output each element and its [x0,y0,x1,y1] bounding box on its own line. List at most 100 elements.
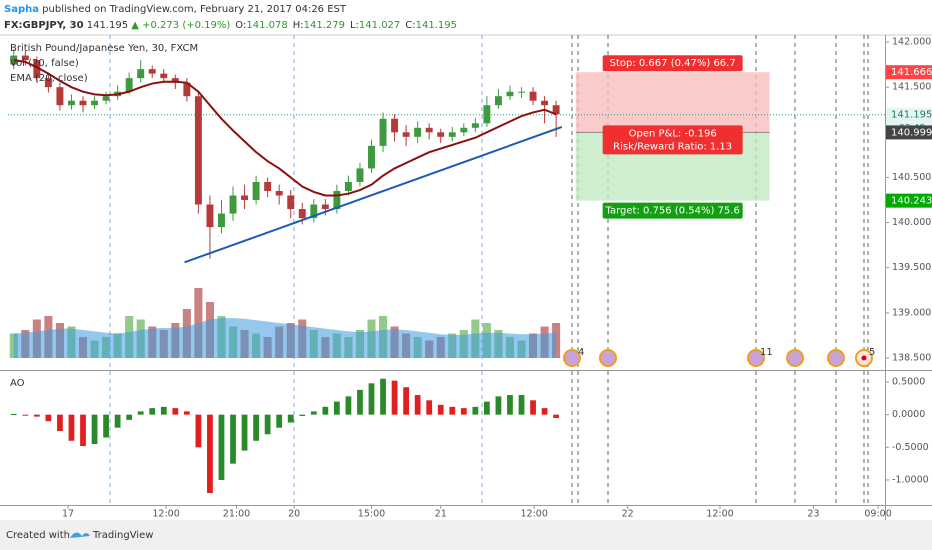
y-tick-label: 139.500 [892,262,931,273]
event-count: 4 [578,347,584,358]
ao-bar [45,414,52,422]
y-tick-label: 139.000 [892,307,931,318]
ao-bar [80,414,86,447]
ao-bar [230,414,236,464]
candle-body [137,69,145,79]
candle-body [183,82,191,97]
entry-price-bg [886,125,932,140]
y-tick-label: 140.000 [892,217,931,228]
candle-body [356,168,364,182]
candle-body [33,60,41,79]
footer-created: Created with [6,530,70,541]
candle-body [518,91,525,93]
ao-bar [33,414,40,417]
x-tick-label: 12:00 [521,509,548,520]
ao-bar [126,414,133,420]
candle-body [425,127,433,133]
ao-bar [68,414,75,441]
ao-bar [287,414,294,423]
author: Sapha [4,4,39,15]
candle-body [241,195,249,201]
event-icon [827,349,845,367]
y-tick-label: 141.500 [892,82,931,93]
y-tick-label: 140.500 [892,172,931,183]
candle-body [529,91,537,101]
ohlc-value: 141.078 [246,20,287,31]
y-tick-label: 142.000 [892,37,931,48]
stop-label-box [602,55,743,72]
logo [70,532,90,538]
ao-bar [380,378,386,415]
published: published on TradingView.com, February 2… [42,4,347,15]
candle-body [368,145,375,169]
candle-body [275,190,283,196]
event-icon [563,349,581,367]
ao-bar [553,414,560,418]
ao-bar [391,380,398,415]
ao-bar [426,400,433,415]
candle-body [56,87,64,106]
last-price-bg [886,107,932,122]
x-tick-label: 21 [435,509,447,520]
candle-body [402,132,410,137]
pnl-label: Risk/Reward Ratio: 1.13 [613,141,732,152]
ohlc-label: L: [350,20,359,31]
ao-bar [103,414,109,438]
ao-bar [414,395,421,415]
symbol: FX:GBPJPY, 30 [4,20,84,31]
ao-bar [518,395,525,415]
ao-bar [114,414,121,428]
x-tick-label: 12:00 [706,509,733,520]
ao-bar [57,414,63,431]
ao-bar [253,414,259,441]
candle-body [414,127,422,137]
candle-body [229,195,237,214]
ao-bar [449,406,456,415]
candle-body [102,96,110,101]
ao-bar [91,414,98,445]
ao-bar [507,395,513,415]
ao-bar [322,406,329,415]
candle-body [448,132,456,137]
ohlc-label: O: [235,20,246,31]
stop-label: Stop: 0.667 (0.47%) 66.7 [610,58,736,69]
x-tick-label: 15:00 [358,509,385,520]
ohlc-label: C: [405,20,415,31]
target-price: 140.243 [891,196,932,207]
last-price: 141.195 [891,110,932,121]
quote-line: FX:GBPJPY, 30 141.195 ▲ +0.273 (+0.19%) O… [4,20,457,31]
candle-body [541,100,549,106]
candle-body [125,78,133,92]
ema-line [13,59,557,197]
candle-body [287,195,295,210]
volume-bar [9,333,18,358]
ao-bar [472,406,479,415]
ao-bar [495,396,502,415]
target-label: Target: 0.756 (0.54%) 75.6 [605,206,740,217]
footer-bar [0,520,932,550]
price: 141.195 [87,20,128,31]
candle-body [44,78,52,88]
legend-vol: Vol (20, false) [10,58,79,69]
candle-body [252,181,260,201]
ao-bar [484,401,490,415]
ao-bar [137,411,144,415]
event-icons: 4 11 5 [563,347,875,367]
ao-bar [183,411,190,415]
footer-brand: TradingView [92,530,153,541]
candle-body [310,204,318,219]
event-count: 5 [869,347,875,358]
ao-tick-label: -1.0000 [892,474,929,485]
candle-body [91,100,99,106]
ao-bar [207,414,213,494]
candle-body [344,181,352,191]
ao-bar [541,408,548,415]
ao-bar [403,387,409,415]
pnl-label-box [602,125,743,155]
ao-bar [276,414,283,428]
ao-bar [149,408,156,415]
x-tick-label: 20 [288,509,300,520]
pnl-label: Open P&L: -0.196 [629,128,717,139]
